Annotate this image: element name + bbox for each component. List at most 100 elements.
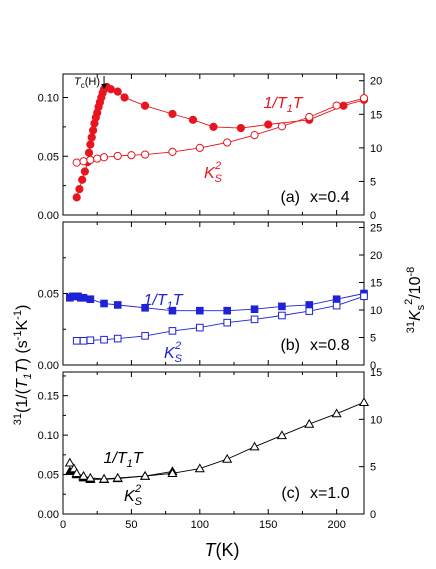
y-right-tick-label: 10 bbox=[370, 414, 382, 426]
data-point bbox=[195, 143, 204, 152]
data-point bbox=[264, 120, 273, 129]
tc-label-main: T bbox=[74, 76, 82, 88]
data-point bbox=[85, 472, 96, 482]
data-point bbox=[331, 408, 342, 418]
y-left-t1: T bbox=[14, 378, 31, 389]
data-point bbox=[278, 311, 286, 320]
data-point bbox=[113, 334, 122, 343]
series-label-knight-shift: KS2 bbox=[164, 340, 183, 365]
y-right-k-sub: s bbox=[415, 304, 427, 310]
y-right-tick-label: 10 bbox=[370, 143, 382, 155]
y-right-tick-label: 0 bbox=[370, 360, 376, 372]
data-point bbox=[84, 148, 94, 157]
y-right-tick-label: 15 bbox=[370, 278, 382, 290]
y-left-tick-label: 0.00 bbox=[38, 509, 59, 521]
data-point bbox=[141, 332, 149, 340]
panel-label: (a) bbox=[280, 189, 300, 206]
data-point bbox=[276, 430, 287, 440]
panel-label: (c) bbox=[281, 485, 300, 502]
data-point bbox=[332, 295, 341, 304]
data-point bbox=[223, 138, 232, 147]
data-point bbox=[86, 336, 95, 345]
data-point bbox=[168, 327, 177, 335]
data-point bbox=[305, 301, 314, 309]
y-left-tick-label: 0.00 bbox=[38, 210, 59, 222]
data-point bbox=[196, 323, 204, 332]
data-point bbox=[127, 151, 136, 160]
data-point bbox=[250, 305, 259, 314]
data-point bbox=[86, 140, 95, 149]
data-point bbox=[249, 441, 260, 451]
data-point bbox=[87, 133, 96, 142]
y-left-prefix: 31 bbox=[12, 413, 24, 425]
series-label-relaxation: 1/T1T bbox=[143, 292, 183, 312]
tc-label-sub: c bbox=[81, 81, 85, 90]
data-point bbox=[223, 318, 231, 327]
data-point bbox=[79, 337, 88, 345]
data-point bbox=[80, 167, 89, 176]
y-left-t1-sub: 1 bbox=[22, 373, 34, 379]
data-point bbox=[188, 115, 198, 124]
panel-frame bbox=[62, 73, 365, 216]
data-point bbox=[89, 126, 98, 135]
y-left-t: T bbox=[14, 362, 31, 373]
series-label-sup: 2 bbox=[214, 160, 221, 172]
y-right-tick-label: 5 bbox=[370, 333, 376, 345]
data-point bbox=[79, 157, 88, 166]
series-label-sub: S bbox=[175, 353, 183, 365]
data-point bbox=[236, 123, 245, 133]
data-point bbox=[86, 155, 95, 165]
y-left-tick-label: 0.10 bbox=[38, 430, 59, 442]
y-right-tick-label: 20 bbox=[370, 250, 382, 262]
y-right-tick-label: 10 bbox=[370, 305, 382, 317]
series-label-sub: S bbox=[135, 496, 143, 508]
y-left-tick-label: 0.10 bbox=[38, 93, 59, 105]
data-point bbox=[113, 301, 122, 309]
data-point bbox=[167, 468, 178, 477]
composition-label: x=0.8 bbox=[310, 337, 350, 354]
series-label-main: K bbox=[204, 165, 216, 182]
y-left-k-sup: -1 bbox=[12, 310, 24, 320]
data-point bbox=[100, 335, 108, 344]
series-label-main: 1/T bbox=[103, 450, 127, 467]
y-right-tick-label: 0 bbox=[370, 509, 376, 521]
data-point bbox=[98, 473, 110, 483]
data-point bbox=[250, 315, 259, 324]
y-right-unit-sup: -8 bbox=[405, 267, 417, 277]
x-tick-label: 50 bbox=[125, 519, 137, 531]
x-axis-label: T(K) bbox=[205, 540, 240, 560]
data-point bbox=[113, 151, 122, 161]
y-left-tick-label: 0.05 bbox=[38, 151, 59, 163]
series-label-tail: T bbox=[133, 450, 144, 467]
data-point bbox=[304, 418, 315, 428]
y-left-end: ) bbox=[14, 305, 31, 310]
series-label-knight-shift: KS2 bbox=[124, 483, 143, 508]
data-point bbox=[305, 112, 314, 122]
data-point bbox=[79, 293, 88, 302]
y-right-tick-label: 15 bbox=[370, 367, 382, 379]
data-point bbox=[359, 94, 369, 103]
series-label-main: 1/T bbox=[263, 95, 287, 112]
series-label-relaxation: 1/T1T bbox=[263, 95, 303, 115]
data-point bbox=[140, 101, 150, 110]
y-right-tick-label: 15 bbox=[370, 109, 382, 121]
y-right-tick-label: 5 bbox=[370, 176, 376, 188]
x-axis-label-main: T bbox=[205, 540, 218, 560]
y-right-k-sup: 2 bbox=[403, 299, 415, 305]
data-point bbox=[277, 122, 287, 131]
data-point bbox=[78, 175, 87, 184]
series-label-main: K bbox=[164, 345, 176, 362]
data-point bbox=[64, 457, 75, 467]
data-point bbox=[358, 397, 370, 406]
series-label-sub: 1 bbox=[127, 458, 133, 470]
y-left-tick-label: 0.05 bbox=[38, 470, 59, 482]
y-right-k: K bbox=[407, 309, 424, 321]
data-point bbox=[120, 93, 129, 102]
x-tick-label: 100 bbox=[191, 519, 209, 531]
data-point bbox=[305, 307, 314, 315]
data-point bbox=[223, 306, 231, 315]
y-right-unit: /10 bbox=[407, 276, 424, 298]
data-point bbox=[168, 147, 177, 156]
y-right-tick-label: 5 bbox=[370, 462, 376, 474]
